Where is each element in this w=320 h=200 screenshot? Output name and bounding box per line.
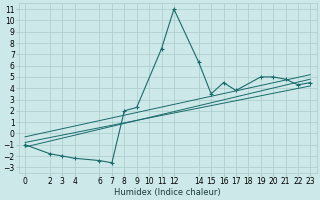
X-axis label: Humidex (Indice chaleur): Humidex (Indice chaleur) bbox=[114, 188, 221, 197]
